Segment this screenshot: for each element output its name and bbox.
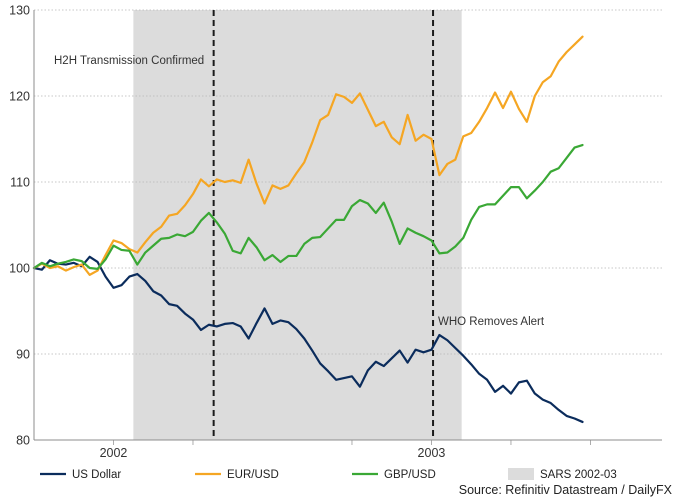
legend-swatch-sars-2002-03 xyxy=(508,468,534,480)
legend-label-sars-2002-03: SARS 2002-03 xyxy=(540,469,617,481)
y-tick-label: 100 xyxy=(9,262,30,276)
y-tick-label: 110 xyxy=(10,176,30,190)
legend-label-us-dollar: US Dollar xyxy=(72,469,121,481)
legend-label-eur-usd: EUR/USD xyxy=(227,469,279,481)
y-tick-label: 120 xyxy=(9,90,30,104)
annotation-who: WHO Removes Alert xyxy=(438,316,545,328)
y-tick-label: 130 xyxy=(9,4,30,18)
source-note: Source: Refinitiv Datastream / DailyFX xyxy=(459,483,673,497)
series-line-gbp-usd xyxy=(32,143,584,270)
y-tick-label: 80 xyxy=(16,434,30,448)
y-tick-label: 90 xyxy=(16,348,30,362)
x-tick-label: 2003 xyxy=(418,446,446,460)
shaded-region-sars xyxy=(133,10,462,440)
annotation-h2h: H2H Transmission Confirmed xyxy=(54,55,204,67)
series-line-us-dollar xyxy=(32,255,584,424)
series-line-eur-usd xyxy=(32,35,584,276)
legend-label-gbp-usd: GBP/USD xyxy=(384,469,436,481)
x-tick-label: 2002 xyxy=(100,446,128,460)
